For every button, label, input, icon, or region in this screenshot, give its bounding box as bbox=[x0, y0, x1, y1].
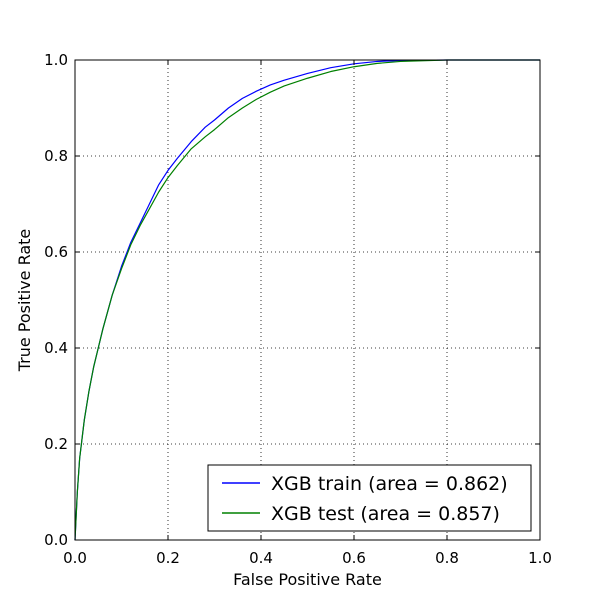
y-axis-label: True Positive Rate bbox=[15, 229, 34, 373]
y-tick-label: 0.2 bbox=[44, 435, 68, 453]
axis-ticks: 0.0 0.2 0.4 0.6 0.8 1.0 0.0 0.2 0.4 0.6 0.8 1.0 bbox=[44, 51, 552, 567]
y-tick-label: 0.4 bbox=[44, 339, 68, 357]
x-tick-label: 0.0 bbox=[63, 549, 87, 567]
grid bbox=[75, 60, 540, 540]
x-tick-label: 0.2 bbox=[156, 549, 180, 567]
y-tick-label: 0.8 bbox=[44, 147, 68, 165]
y-tick-label: 1.0 bbox=[44, 51, 68, 69]
y-tick-label: 0.0 bbox=[44, 531, 68, 549]
y-tick-label: 0.6 bbox=[44, 243, 68, 261]
series-line-test bbox=[74, 59, 540, 541]
legend: XGB train (area = 0.862) XGB test (area … bbox=[207, 464, 532, 532]
x-tick-label: 0.8 bbox=[435, 549, 459, 567]
plot-frame bbox=[74, 59, 541, 541]
legend-label-train: XGB train (area = 0.862) bbox=[271, 473, 508, 495]
x-axis-label: False Positive Rate bbox=[233, 570, 382, 589]
x-tick-label: 0.6 bbox=[342, 549, 366, 567]
x-tick-label: 1.0 bbox=[528, 549, 552, 567]
series-lines bbox=[74, 59, 540, 541]
legend-box bbox=[207, 464, 532, 532]
x-tick-label: 0.4 bbox=[249, 549, 273, 567]
legend-label-test: XGB test (area = 0.857) bbox=[271, 503, 500, 525]
